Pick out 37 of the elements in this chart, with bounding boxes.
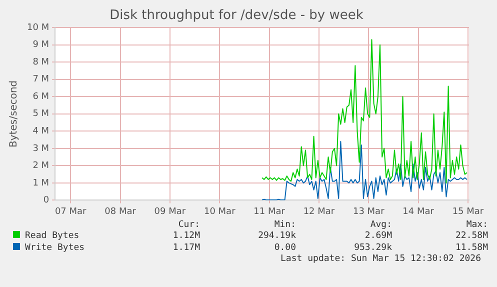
y-tick-label: 9 M — [32, 40, 50, 50]
y-tick-label: 8 M — [32, 57, 50, 68]
y-tick-label: 4 M — [32, 126, 50, 137]
x-tick-label: 11 Mar — [254, 206, 286, 217]
x-tick-label: 12 Mar — [303, 206, 335, 217]
legend-label: Read Bytes — [25, 231, 80, 241]
text: 2.69M — [364, 230, 392, 242]
text: 1.12M — [172, 230, 200, 242]
y-tick-label: 10 M — [27, 22, 50, 33]
y-tick-label: 2 M — [32, 161, 50, 172]
y-tick-label: 0 — [43, 196, 50, 206]
x-tick-label: 15 Mar — [452, 206, 484, 217]
text: Max: — [465, 220, 488, 230]
x-tick-label: 07 Mar — [54, 206, 87, 217]
x-tick-label: 09 Mar — [154, 206, 186, 217]
text: Avg: — [369, 220, 392, 230]
text: 11.58M — [454, 242, 488, 254]
y-axis-title: Bytes/second — [8, 80, 20, 148]
text: 1.17M — [172, 242, 200, 254]
text: 953.29k — [353, 242, 392, 254]
x-tick-label: 14 Mar — [402, 206, 434, 217]
x-tick-label: 10 Mar — [204, 206, 236, 217]
y-tick-label: 1 M — [32, 178, 50, 188]
text: 0.00 — [273, 242, 296, 254]
text: 294.19k — [257, 230, 296, 242]
y-tick-label: 7 M — [32, 74, 50, 85]
x-tick-label: 13 Mar — [352, 206, 385, 217]
chart-title: Disk throughput for /dev/sde - by week — [110, 8, 364, 24]
y-tick-label: 3 M — [32, 144, 50, 154]
y-tick-label: 5 M — [32, 109, 50, 120]
text: Last update: Sun Mar 15 12:30:02 2026 — [280, 254, 481, 264]
y-tick-label: 6 M — [32, 92, 50, 102]
text: Cur: — [177, 220, 200, 230]
text: 22.58M — [454, 230, 488, 242]
x-tick-label: 08 Mar — [104, 206, 136, 217]
text: Min: — [273, 220, 296, 230]
legend-label: Write Bytes — [25, 243, 85, 253]
